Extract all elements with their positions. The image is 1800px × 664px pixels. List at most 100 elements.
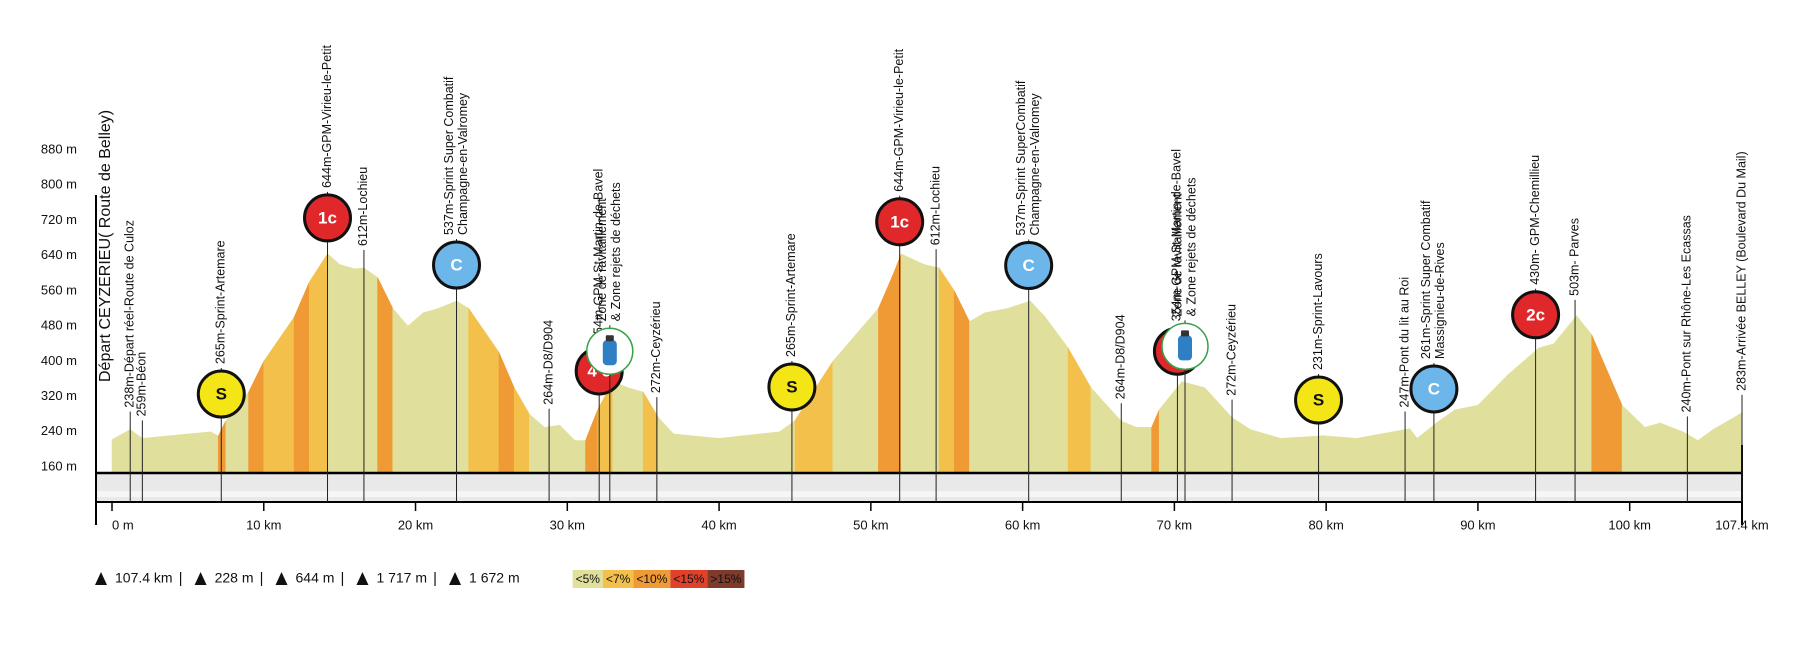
profile xyxy=(111,252,1743,474)
y-tick-label: 320 m xyxy=(41,388,77,403)
badge-text: 1c xyxy=(318,208,337,227)
waypoint-label: 612m-Lochieu xyxy=(356,167,370,246)
profile-segment xyxy=(392,307,409,474)
x-tick-label: 100 km xyxy=(1608,517,1651,532)
profile-segment xyxy=(309,252,328,474)
waypoint-label: 272m-Ceyzérieu xyxy=(649,301,663,393)
badge xyxy=(1511,290,1561,340)
profile-segment xyxy=(363,267,378,474)
y-tick-label: 560 m xyxy=(41,282,77,297)
waypoint-label: Zone de ravitaillement xyxy=(595,198,609,322)
badge-text: S xyxy=(786,377,797,396)
profile-segment xyxy=(1712,412,1743,474)
profile-segment xyxy=(544,424,561,474)
waypoint-label: Champagne-en-Valromey xyxy=(456,92,470,235)
profile-segment xyxy=(1477,373,1509,474)
profile-segment xyxy=(938,266,955,474)
y-tick-label: 880 m xyxy=(41,141,77,156)
waypoint-label: 231m-Sprint-Lavours xyxy=(1311,253,1325,370)
profile-segment xyxy=(1280,435,1324,474)
x-tick-label: 50 km xyxy=(853,517,888,532)
profile-segment xyxy=(498,352,515,474)
profile-segment xyxy=(407,312,424,474)
badge xyxy=(1294,375,1344,425)
profile-segment xyxy=(923,264,940,474)
legend-label: <7% xyxy=(606,572,631,586)
stat-value: 1 672 m xyxy=(469,570,520,586)
profile-segment xyxy=(1576,315,1593,474)
profile-segment xyxy=(210,431,219,474)
waypoint-label: Champagne-en-Valromey xyxy=(1028,93,1042,236)
waypoint-label: 644m-GPM-Virieu-le-Petit xyxy=(320,45,334,188)
stat-value: 107.4 km xyxy=(115,570,173,586)
profile-segment xyxy=(1507,347,1539,474)
profile-segment xyxy=(377,277,394,474)
badge xyxy=(432,240,482,290)
badge xyxy=(1409,364,1459,414)
waypoint-label: 238m-Départ réel-Route de Culoz xyxy=(123,220,137,408)
y-tick-label: 400 m xyxy=(41,353,77,368)
profile-segment xyxy=(585,409,598,474)
profile-segment xyxy=(779,420,796,474)
waypoint-label: 261m-Sprint Super Combatif xyxy=(1419,200,1433,359)
profile-segment xyxy=(1067,347,1092,474)
y-tick-label: 240 m xyxy=(41,423,77,438)
profile-segment xyxy=(456,300,469,474)
stat-icon xyxy=(356,572,369,585)
waypoint-label: 265m-Sprint-Artemare xyxy=(214,240,228,364)
profile-segment xyxy=(529,413,545,474)
stat-icon xyxy=(95,572,107,585)
bottle-cap xyxy=(605,335,614,342)
profile-segment xyxy=(984,308,1008,474)
profile-segment xyxy=(1644,422,1661,474)
profile-segment xyxy=(129,428,143,474)
legend-label: <10% xyxy=(636,572,667,586)
profile-segment xyxy=(327,253,340,474)
profile-segment xyxy=(559,424,576,474)
start-label: Départ CEYZERIEU( Route de Belley) xyxy=(97,110,114,382)
x-tick-label: 0 m xyxy=(112,517,134,532)
y-tick-label: 800 m xyxy=(41,177,77,192)
profile-segment xyxy=(1029,300,1046,474)
legend-swatch xyxy=(707,570,745,588)
profile-segment xyxy=(354,267,365,474)
profile-segment xyxy=(142,433,189,474)
badge-text: S xyxy=(1313,391,1324,410)
profile-segment xyxy=(1621,404,1646,474)
bottle-icon xyxy=(602,340,617,366)
profile-segment xyxy=(832,334,856,474)
profile-segment xyxy=(293,281,310,474)
profile-segment xyxy=(111,429,131,474)
waypoint-label: 644m-GPM-Virieu-le-Petit xyxy=(892,48,906,191)
annotations: 238m-Départ réel-Route de Culoz259m-Béon… xyxy=(123,45,1748,502)
profile-segment xyxy=(1436,409,1456,474)
waypoint-label: Zone de ravitaillement xyxy=(1170,193,1184,317)
profile-segment xyxy=(263,338,280,474)
profile-segment xyxy=(1454,404,1479,474)
profile-segment xyxy=(642,391,659,474)
profile-segment xyxy=(718,431,781,474)
legend-label: >15% xyxy=(710,572,741,586)
profile-segment xyxy=(1090,386,1122,474)
y-tick-label: 480 m xyxy=(41,318,77,333)
profile-segment xyxy=(438,300,457,474)
stat-value: 228 m xyxy=(215,570,254,586)
legend-swatch xyxy=(572,570,603,588)
x-tick-label: 107.4 km xyxy=(1715,517,1768,532)
profile-segment xyxy=(217,420,227,474)
badge xyxy=(875,197,925,247)
axis-band-stripe xyxy=(96,491,1742,497)
profile-segment xyxy=(513,386,530,474)
profile-segment xyxy=(1659,422,1684,474)
waypoint-label: & Zone rejets de déchets xyxy=(1184,177,1198,316)
profile-segment xyxy=(1249,429,1281,474)
x-tick-label: 80 km xyxy=(1308,517,1343,532)
stat-value: 1 717 m xyxy=(376,570,427,586)
waypoint-label: 503m- Parves xyxy=(1567,218,1581,296)
profile-segment xyxy=(1697,428,1714,474)
profile-segment xyxy=(468,307,485,474)
profile-segment xyxy=(339,264,356,474)
badge-text: C xyxy=(1023,256,1035,275)
waypoint-label: 240m-Pont sur Rhône-Les Ecassas xyxy=(1680,215,1694,412)
profile-segment xyxy=(1322,435,1357,474)
